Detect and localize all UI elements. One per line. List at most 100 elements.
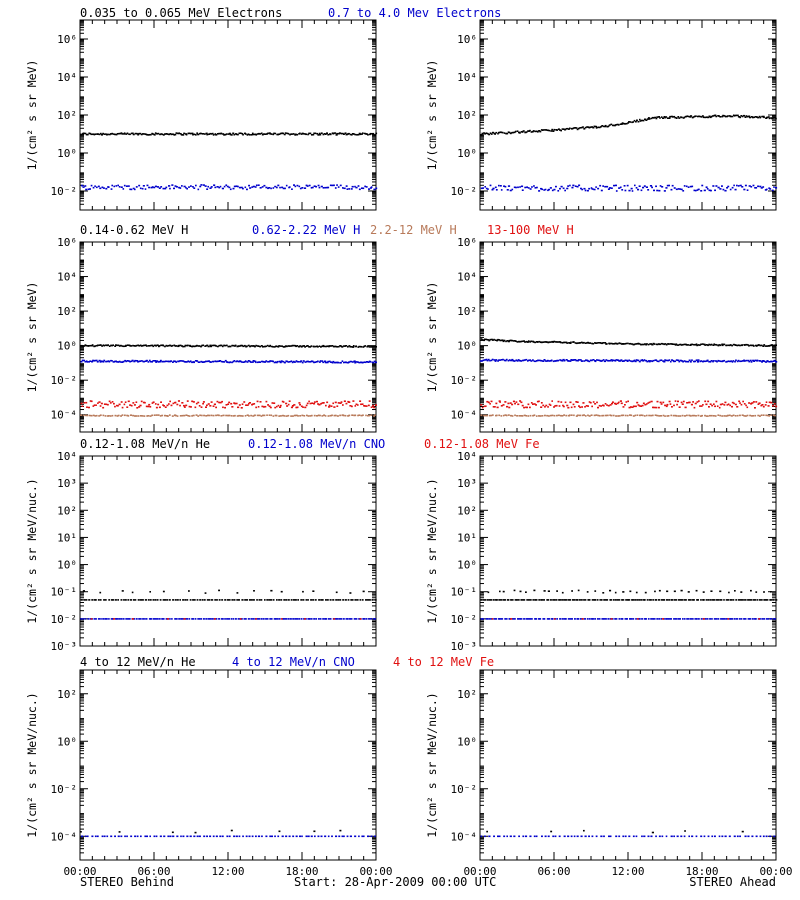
data-point xyxy=(239,344,242,347)
data-point xyxy=(529,414,532,417)
data-point xyxy=(642,402,645,405)
data-point xyxy=(753,618,756,620)
data-point xyxy=(653,618,656,620)
data-point xyxy=(330,345,332,347)
data-point xyxy=(206,133,209,136)
data-point xyxy=(191,400,194,403)
data-point xyxy=(540,129,543,131)
data-point xyxy=(731,405,733,408)
data-point xyxy=(544,188,547,191)
data-point xyxy=(288,345,291,347)
data-point xyxy=(266,618,269,620)
data-point xyxy=(525,618,528,620)
data-point xyxy=(321,415,324,417)
data-point xyxy=(325,345,327,348)
data-point xyxy=(186,835,189,838)
data-point xyxy=(488,339,491,342)
data-point xyxy=(267,404,269,406)
data-point xyxy=(84,618,87,620)
data-point xyxy=(366,361,369,363)
data-point xyxy=(588,415,591,417)
data-point xyxy=(372,361,375,364)
data-point xyxy=(182,134,185,136)
data-point xyxy=(552,360,555,363)
data-point xyxy=(525,835,528,838)
data-point xyxy=(497,360,499,362)
data-point xyxy=(644,118,647,121)
data-point xyxy=(583,128,586,130)
data-point xyxy=(238,345,241,347)
data-points xyxy=(480,829,776,838)
data-point xyxy=(162,618,165,620)
data-point xyxy=(712,344,715,346)
data-point xyxy=(728,591,730,594)
data-point xyxy=(375,361,377,364)
data-point xyxy=(599,599,602,601)
data-point xyxy=(338,835,341,838)
data-point xyxy=(236,360,239,362)
data-point xyxy=(273,346,276,348)
data-point xyxy=(496,414,498,417)
data-point xyxy=(543,129,545,131)
data-point xyxy=(499,590,501,593)
data-point xyxy=(149,835,151,838)
data-point xyxy=(358,361,361,364)
data-point xyxy=(559,187,561,190)
data-point xyxy=(552,130,555,132)
data-point xyxy=(98,133,101,136)
data-point xyxy=(772,618,775,620)
data-point xyxy=(530,360,533,362)
chart-row-1: 0.035 to 0.065 MeV Electrons 0.7 to 4.0 M… xyxy=(25,6,778,211)
x-tick-label: 06:00 xyxy=(137,865,170,878)
y-tick-label: 10⁻² xyxy=(51,613,78,626)
data-point xyxy=(576,835,579,838)
data-point xyxy=(97,618,100,620)
data-point xyxy=(718,344,721,346)
data-point xyxy=(160,186,163,188)
data-point xyxy=(746,344,749,346)
data-point xyxy=(191,361,194,364)
data-point xyxy=(688,401,691,404)
data-point xyxy=(108,415,110,417)
data-point xyxy=(116,133,119,135)
data-point xyxy=(193,133,196,136)
data-point xyxy=(348,401,351,403)
data-point xyxy=(583,360,586,362)
data-point xyxy=(538,190,541,192)
y-tick-label: 10⁶ xyxy=(57,33,77,46)
data-point xyxy=(487,401,490,404)
data-point xyxy=(202,402,204,405)
data-point xyxy=(481,406,484,409)
data-point xyxy=(360,133,363,135)
data-point xyxy=(511,415,514,417)
y-axis-label: 1/(cm² s sr MeV/nuc.) xyxy=(25,478,39,623)
data-point xyxy=(572,359,575,361)
data-point xyxy=(83,359,85,362)
data-point xyxy=(368,400,371,402)
data-point xyxy=(556,618,558,620)
data-point xyxy=(514,130,517,133)
data-point xyxy=(737,359,740,362)
data-point xyxy=(736,414,739,417)
data-point xyxy=(170,404,173,407)
data-point xyxy=(207,360,210,362)
data-point xyxy=(775,187,778,189)
data-point xyxy=(134,835,136,838)
data-point xyxy=(189,132,192,135)
data-point xyxy=(584,406,586,408)
data-point xyxy=(579,342,582,344)
data-point xyxy=(689,618,692,620)
data-point xyxy=(556,341,559,343)
data-point xyxy=(324,835,327,838)
data-point xyxy=(619,123,622,125)
data-point xyxy=(654,414,657,416)
data-point xyxy=(595,125,597,128)
data-point xyxy=(733,115,736,117)
data-point xyxy=(334,414,337,417)
data-point xyxy=(164,599,167,601)
data-point xyxy=(559,359,562,361)
data-point xyxy=(550,130,553,132)
data-point xyxy=(537,359,540,362)
data-point xyxy=(496,339,499,342)
data-point xyxy=(671,406,673,408)
